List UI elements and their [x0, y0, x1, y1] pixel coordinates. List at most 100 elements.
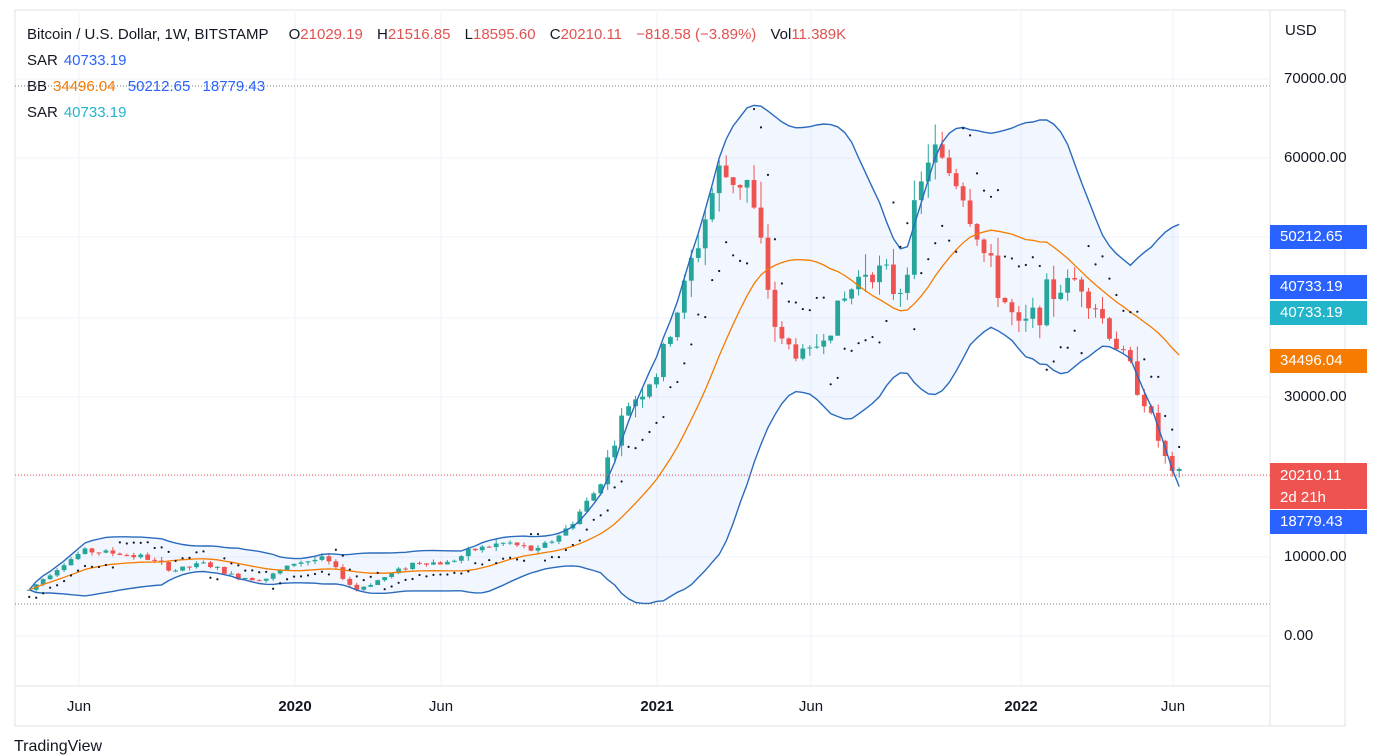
- sar-dot: [279, 582, 282, 585]
- sar-dot: [244, 569, 247, 572]
- sar-dot: [509, 556, 512, 559]
- sar-dot: [780, 282, 784, 285]
- sar-dot: [69, 574, 73, 577]
- sar-dot: [1080, 352, 1083, 355]
- candle-body: [849, 289, 855, 299]
- sar-dot: [550, 556, 554, 559]
- candle-body: [605, 457, 611, 485]
- price-tag-sar-blue: 40733.19: [1270, 275, 1367, 299]
- candle-body: [201, 562, 206, 564]
- x-tick-jun-2021: Jun: [798, 698, 824, 715]
- candle-body: [382, 577, 388, 581]
- legend-symbol[interactable]: Bitcoin / U.S. Dollar, 1W, BITSTAMP: [27, 26, 269, 43]
- candle-body: [89, 548, 95, 553]
- sar-dot: [836, 376, 839, 380]
- candle-body: [270, 573, 276, 579]
- candle-body: [870, 274, 875, 283]
- candle-body: [507, 542, 513, 544]
- legend-bb-row[interactable]: BB 34496.04 50212.65 18779.43: [27, 74, 846, 100]
- candle-body: [486, 546, 492, 548]
- sar-dot: [941, 224, 944, 227]
- candle-body: [187, 566, 192, 568]
- bollinger-upper-line: [28, 104, 1180, 591]
- sar-dot: [286, 578, 289, 581]
- candle-body: [221, 566, 227, 574]
- y-tick-70000: 70000.00: [1284, 70, 1347, 87]
- sar-dot: [752, 107, 756, 111]
- candle-body: [911, 200, 917, 275]
- candle-body: [117, 553, 123, 555]
- sar-dot: [76, 569, 80, 572]
- candle-body: [981, 239, 987, 254]
- sar-dot: [718, 269, 721, 273]
- sar-dot: [251, 569, 254, 572]
- candle-body: [431, 562, 436, 565]
- sar-dot: [313, 572, 317, 576]
- sar-dot: [648, 430, 651, 434]
- sar-dot: [502, 557, 505, 560]
- currency-unit[interactable]: USD: [1285, 22, 1317, 39]
- sar-dot: [892, 201, 895, 204]
- sar-dot: [195, 551, 198, 554]
- candle-body: [47, 575, 53, 580]
- candle-body: [709, 193, 715, 220]
- candle-body: [1051, 279, 1057, 299]
- candle-body: [626, 406, 631, 416]
- sar-dot: [97, 565, 101, 569]
- sar-dot: [899, 245, 902, 248]
- sar-dot: [306, 574, 310, 577]
- candle-body: [103, 550, 109, 553]
- bar-countdown: 2d 21h: [1280, 489, 1326, 506]
- sar-dot: [794, 301, 797, 304]
- candle-body: [61, 565, 67, 571]
- legend-sar2-row[interactable]: SAR 40733.19: [27, 100, 846, 126]
- sar-dot: [808, 309, 811, 312]
- legend-open-label: O: [288, 26, 301, 43]
- sar-dot: [1122, 309, 1125, 312]
- legend-bb-mid: 34496.04: [53, 78, 116, 95]
- candle-body: [424, 563, 429, 565]
- sar-dot: [146, 541, 149, 544]
- candle-body: [974, 224, 980, 240]
- sar-dot: [515, 558, 519, 561]
- sar-dot: [258, 571, 261, 574]
- sar-dot: [425, 575, 428, 578]
- x-tick-jun-2022: Jun: [1160, 698, 1186, 715]
- sar-dot: [104, 563, 108, 567]
- candle-body: [208, 562, 213, 568]
- candle-body: [612, 445, 618, 458]
- sar-dot: [411, 577, 414, 581]
- sar-dot: [585, 528, 588, 531]
- legend-volume: 11.389K: [791, 26, 847, 43]
- sar-dot: [56, 584, 59, 587]
- candle-body: [1044, 279, 1050, 326]
- candle-body: [1065, 277, 1071, 293]
- sar-dot: [1101, 255, 1104, 258]
- sar-dot: [118, 541, 121, 544]
- sar-dot: [759, 126, 763, 129]
- candle-body: [312, 559, 318, 562]
- sar-dot: [1052, 360, 1055, 363]
- sar-dot: [1094, 263, 1097, 266]
- sar-dot: [83, 564, 87, 568]
- sar-dot: [439, 573, 442, 576]
- candle-body: [68, 559, 74, 566]
- sar-dot: [1178, 445, 1181, 449]
- sar-dot: [564, 548, 567, 552]
- sar-dot: [327, 573, 331, 576]
- candle-body: [215, 566, 220, 568]
- legend-sar1-row[interactable]: SAR 40733.19: [27, 48, 846, 74]
- sar-dot: [711, 278, 714, 282]
- x-tick-2022: 2022: [1004, 698, 1038, 715]
- sar-dot: [745, 262, 749, 265]
- candle-body: [410, 562, 415, 570]
- candle-body: [249, 577, 255, 581]
- candle-body: [173, 570, 178, 572]
- candle-body: [228, 573, 234, 575]
- price-tag-bb-mid: 34496.04: [1270, 349, 1367, 373]
- tradingview-logo[interactable]: TradingView: [14, 738, 102, 756]
- sar-dot: [592, 518, 595, 521]
- sar-dot: [906, 222, 909, 225]
- candle-body: [1086, 291, 1091, 309]
